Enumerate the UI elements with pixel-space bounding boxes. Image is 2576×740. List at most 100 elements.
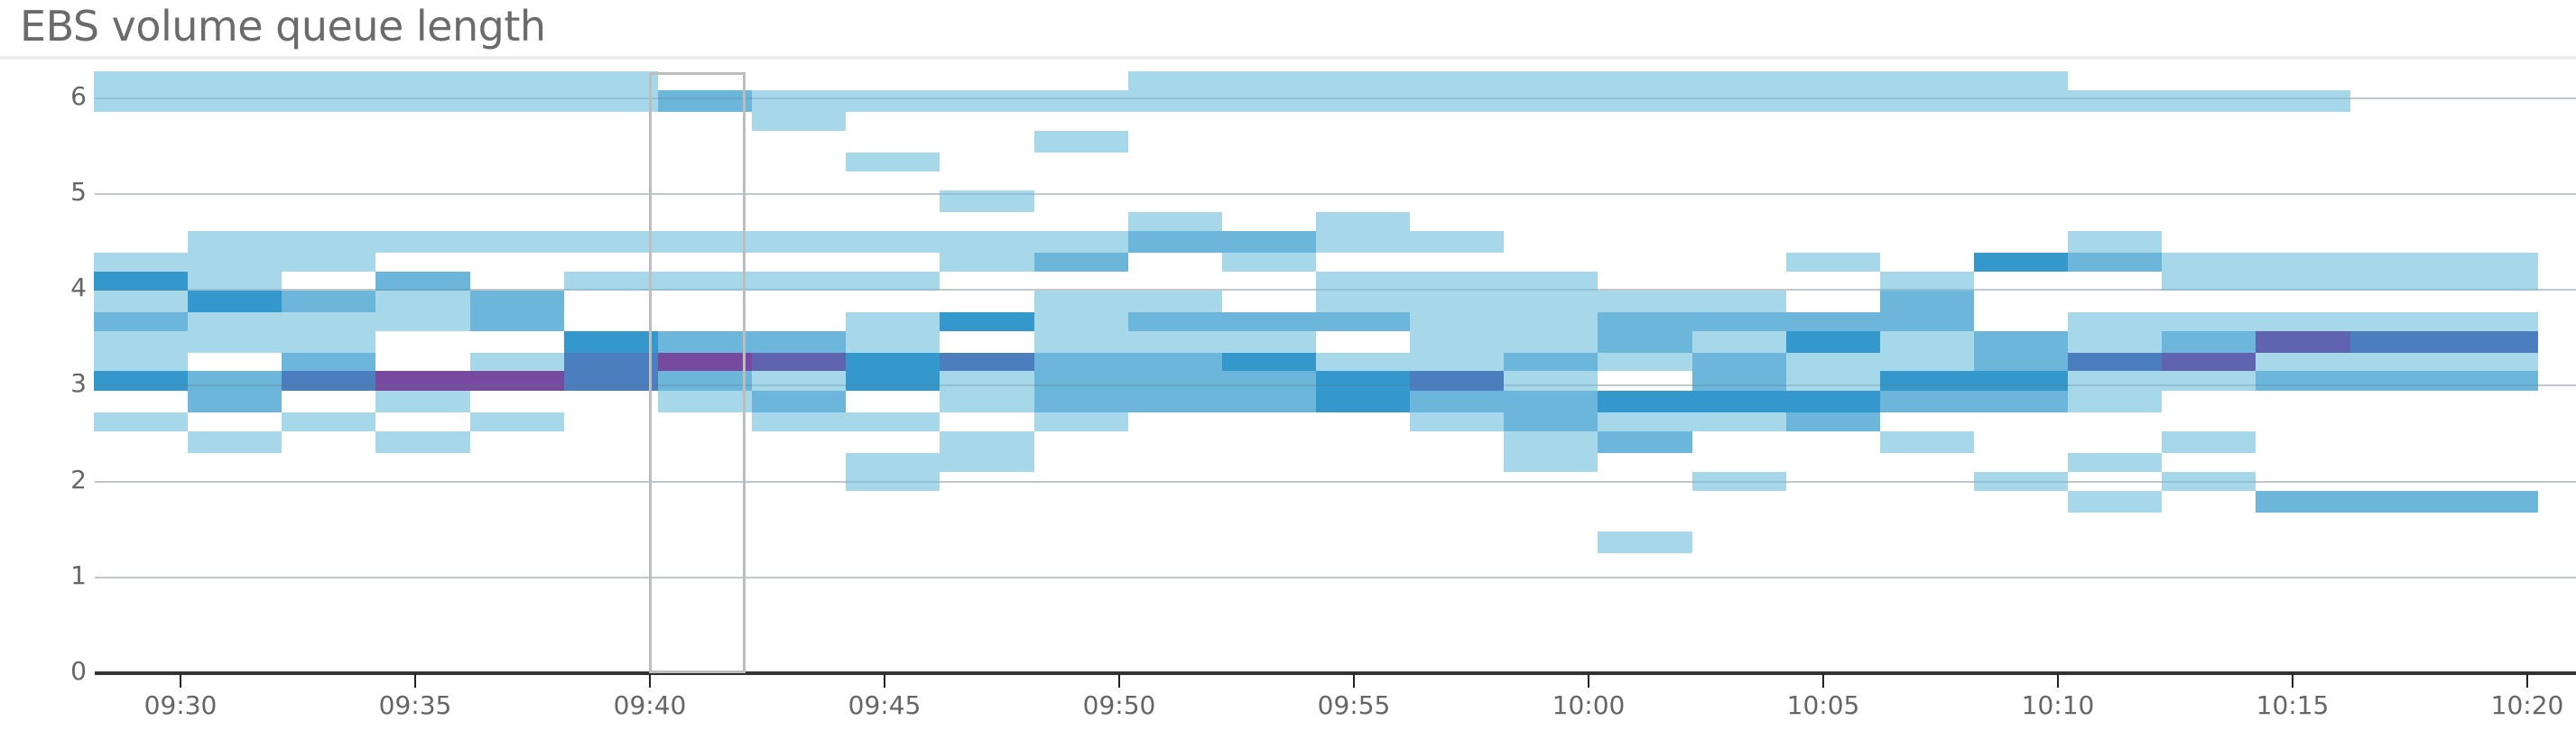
heatmap-cell[interactable] (1504, 412, 1598, 431)
heatmap-cell[interactable] (846, 90, 940, 112)
heatmap-cell[interactable] (846, 353, 940, 371)
heatmap-cell[interactable] (1692, 71, 1786, 112)
heatmap-cell[interactable] (1410, 71, 1504, 112)
heatmap-cell[interactable] (188, 272, 282, 291)
heatmap-cell[interactable] (1034, 391, 1128, 412)
heatmap-cell[interactable] (564, 331, 658, 353)
heatmap-cell[interactable] (1034, 353, 1128, 371)
heatmap-cell[interactable] (470, 71, 564, 112)
heatmap-cell[interactable] (1034, 231, 1128, 253)
heatmap-cell[interactable] (752, 90, 846, 112)
heatmap-cell[interactable] (2068, 453, 2162, 472)
heatmap-cell[interactable] (1410, 371, 1504, 391)
heatmap-cell[interactable] (1316, 272, 1410, 291)
heatmap-cell[interactable] (1128, 331, 1222, 353)
heatmap-cell[interactable] (282, 231, 375, 253)
heatmap-cell[interactable] (470, 291, 564, 312)
heatmap-cell[interactable] (658, 391, 752, 412)
heatmap-cell[interactable] (1504, 353, 1598, 371)
heatmap-cell[interactable] (2162, 431, 2256, 453)
heatmap-cell[interactable] (1222, 312, 1316, 331)
heatmap-cell[interactable] (2256, 331, 2350, 353)
heatmap-cell[interactable] (470, 231, 564, 253)
heatmap-cell[interactable] (1504, 331, 1598, 353)
heatmap-cell[interactable] (188, 253, 282, 272)
selection-highlight[interactable] (649, 72, 746, 673)
heatmap-cell[interactable] (1316, 391, 1410, 412)
heatmap-cell[interactable] (658, 331, 752, 353)
heatmap-cell[interactable] (2162, 331, 2256, 353)
heatmap-cell[interactable] (1598, 532, 1692, 553)
heatmap-cell[interactable] (1974, 253, 2068, 272)
heatmap-cell[interactable] (2350, 312, 2444, 331)
heatmap-cell[interactable] (1786, 71, 1880, 112)
heatmap-cell[interactable] (1128, 312, 1222, 331)
heatmap-cell[interactable] (940, 190, 1034, 212)
heatmap-cell[interactable] (752, 353, 846, 371)
heatmap-cell[interactable] (1034, 253, 1128, 272)
heatmap-cell[interactable] (1974, 472, 2068, 491)
heatmap-cell[interactable] (1598, 312, 1692, 331)
heatmap-cell[interactable] (1880, 291, 1974, 312)
heatmap-cell[interactable] (1880, 71, 1974, 112)
heatmap-cell[interactable] (846, 312, 940, 331)
heatmap-cell[interactable] (752, 391, 846, 412)
heatmap-cell[interactable] (1692, 371, 1786, 391)
heatmap-cell[interactable] (1410, 391, 1504, 412)
heatmap-cell[interactable] (1786, 312, 1880, 331)
heatmap-cell[interactable] (2162, 472, 2256, 491)
heatmap-cell[interactable] (1692, 472, 1786, 491)
heatmap-cell[interactable] (188, 431, 282, 453)
heatmap-cell[interactable] (846, 153, 940, 171)
heatmap-cell[interactable] (940, 253, 1034, 272)
heatmap-cell[interactable] (282, 291, 375, 312)
heatmap-cell[interactable] (658, 231, 752, 253)
heatmap-cell[interactable] (1034, 412, 1128, 431)
heatmap-cell[interactable] (2350, 253, 2444, 272)
heatmap-cell[interactable] (375, 71, 470, 112)
heatmap-cell[interactable] (752, 331, 846, 353)
heatmap-cell[interactable] (1692, 353, 1786, 371)
heatmap-cell[interactable] (940, 453, 1034, 472)
heatmap-cell[interactable] (846, 472, 940, 491)
heatmap-cell[interactable] (1222, 331, 1316, 353)
heatmap-cell[interactable] (1598, 353, 1692, 371)
heatmap-cell[interactable] (188, 331, 282, 353)
heatmap-cell[interactable] (188, 391, 282, 412)
heatmap-cell[interactable] (282, 71, 375, 112)
heatmap-cell[interactable] (1504, 371, 1598, 391)
heatmap-cell[interactable] (94, 253, 188, 272)
heatmap-cell[interactable] (470, 353, 564, 371)
heatmap-cell[interactable] (1128, 353, 1222, 371)
heatmap-cell[interactable] (1316, 71, 1410, 112)
heatmap-cell[interactable] (1034, 331, 1128, 353)
heatmap-cell[interactable] (1128, 71, 1222, 112)
heatmap-cell[interactable] (1692, 331, 1786, 353)
heatmap-cell[interactable] (282, 353, 375, 371)
heatmap-cell[interactable] (2162, 312, 2256, 331)
heatmap-cell[interactable] (2444, 312, 2538, 331)
heatmap-cell[interactable] (375, 391, 470, 412)
heatmap-cell[interactable] (1222, 391, 1316, 412)
heatmap-cell[interactable] (94, 353, 188, 371)
heatmap-cell[interactable] (2444, 353, 2538, 371)
heatmap-cell[interactable] (1410, 291, 1504, 312)
heatmap-cell[interactable] (1316, 353, 1410, 371)
heatmap-cell[interactable] (1692, 412, 1786, 431)
heatmap-cell[interactable] (188, 231, 282, 253)
heatmap-cell[interactable] (1222, 231, 1316, 253)
heatmap-cell[interactable] (1504, 71, 1598, 112)
heatmap-cell[interactable] (2068, 90, 2162, 112)
heatmap-cell[interactable] (1316, 231, 1410, 253)
heatmap-cell[interactable] (2444, 253, 2538, 272)
heatmap-cell[interactable] (1410, 312, 1504, 331)
heatmap-cell[interactable] (2256, 491, 2350, 513)
heatmap-cell[interactable] (2256, 90, 2350, 112)
heatmap-cell[interactable] (1034, 131, 1128, 153)
heatmap-cell[interactable] (1974, 371, 2068, 391)
heatmap-cell[interactable] (94, 272, 188, 291)
heatmap-cell[interactable] (752, 272, 846, 291)
heatmap-cell[interactable] (188, 371, 282, 391)
heatmap-cell[interactable] (564, 353, 658, 371)
heatmap-cell[interactable] (375, 312, 470, 331)
